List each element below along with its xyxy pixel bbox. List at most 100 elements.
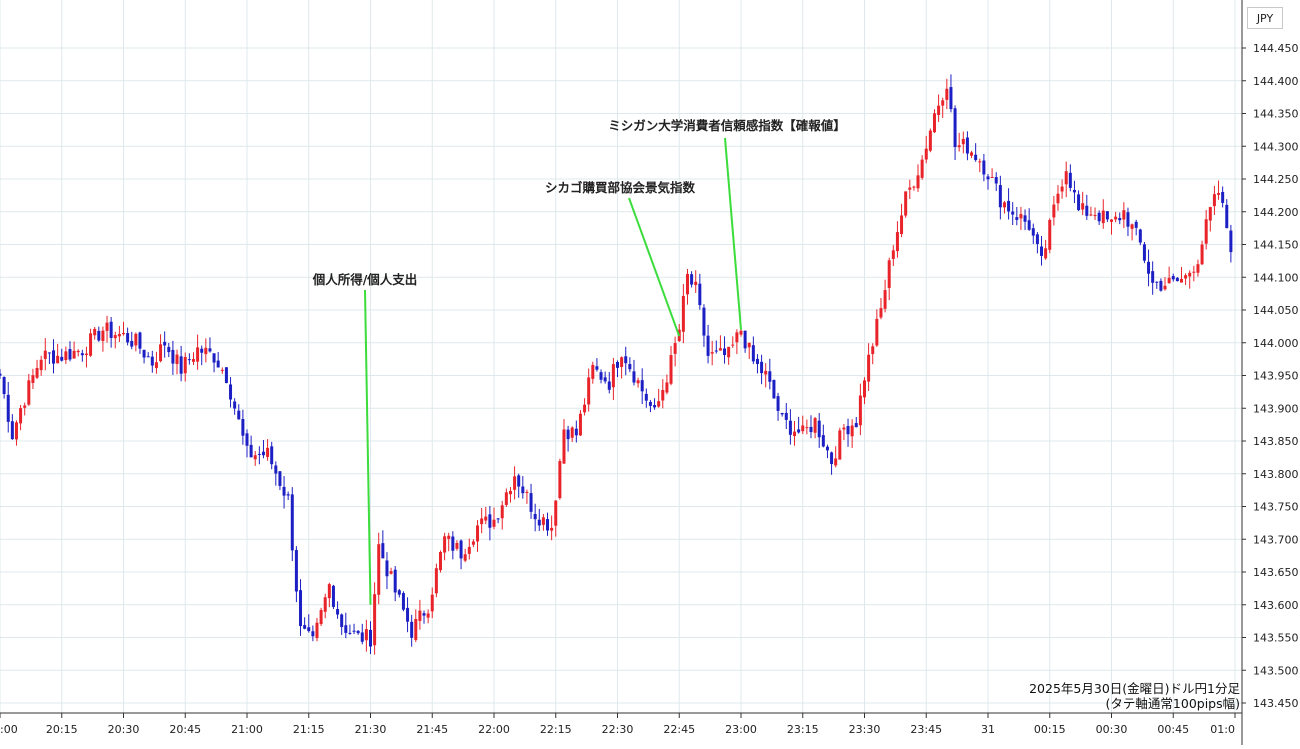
x-tick-label: 22:00 [478,723,510,736]
candle-body [867,354,871,382]
candle-body [1097,212,1101,222]
candle-body [27,380,31,405]
candle-body [455,543,459,549]
candle-body [998,185,1002,208]
y-tick-label: 143.650 [1253,566,1299,579]
candle-body [809,426,813,433]
candle-body [537,519,541,526]
candle-body [566,429,570,440]
candle-body [274,465,278,474]
candle-body [52,350,56,364]
candle-body [834,458,838,466]
candle-body [525,492,529,494]
candle-body [611,364,615,388]
candle-body [990,176,994,178]
x-tick-label: 21:45 [416,723,448,736]
x-tick-label: 21:00 [231,723,263,736]
candle-body [80,353,84,356]
candle-body [1089,214,1093,216]
candle-body [1056,193,1060,204]
candle-body [550,527,554,531]
candle-body [764,370,768,375]
candle-body [1027,220,1031,230]
candle-body [574,428,578,436]
candle-body [14,422,18,440]
candle-body [1200,244,1204,265]
candle-body [595,366,599,370]
candle-body [1044,248,1048,259]
candle-body [348,632,352,634]
candle-body [204,347,208,355]
candle-body [772,379,776,399]
candle-body [360,632,364,642]
candle-body [846,426,850,435]
candle-body [797,429,801,433]
candle-body [895,232,899,252]
candle-body [648,401,652,406]
candle-body [257,453,261,455]
y-tick-label: 144.100 [1253,271,1299,284]
candle-body [632,371,636,383]
candle-body [1081,203,1085,210]
x-tick-label: 22:15 [540,723,572,736]
candle-body [183,356,187,374]
candle-body [19,408,23,424]
candle-body [945,88,949,100]
candle-body [644,393,648,401]
candle-body [541,517,545,525]
currency-label[interactable]: JPY [1247,7,1283,29]
candle-body [842,427,846,430]
candle-body [229,384,233,400]
candle-body [159,344,163,362]
candle-body [718,348,722,351]
candle-body [1007,200,1011,212]
candle-body [278,471,282,486]
candle-body [904,191,908,216]
candle-body [171,349,175,364]
x-axis: :00 20:15 20:30 20:45 21:00 21:15 21:30 21:45 22… [0,713,1236,736]
candle-body [0,373,2,376]
x-tick-label: 22:45 [663,723,695,736]
candle-body [685,273,689,295]
candle-body [957,145,961,148]
candle-body [1110,219,1113,222]
candle-body [356,630,360,634]
candle-body [735,332,739,343]
x-tick-label: 00:15 [1034,723,1066,736]
annotation-label: 個人所得/個人支出 [312,272,418,287]
candle-body [875,318,879,346]
candle-body [331,585,335,607]
candle-body [533,513,537,520]
y-tick-label: 143.750 [1253,501,1299,514]
candle-body [373,594,377,646]
candle-body [760,361,764,374]
candle-body [1126,212,1130,227]
annotation-label: ミシガン大学消費者信頼感指数【確報値】 [608,118,846,133]
x-tick-label: 23:30 [849,723,881,736]
candle-body [93,328,97,336]
candle-body [723,348,727,356]
candle-body [1138,229,1142,243]
candle-body [500,505,504,519]
candle-body [286,494,290,496]
candle-body [1064,171,1068,185]
candle-body [854,423,858,428]
candle-body [690,274,694,285]
candle-body [1175,277,1179,282]
candle-body [932,113,936,133]
candle-body [249,444,253,458]
candle-body [1019,214,1023,219]
candle-body [167,346,171,353]
candle-body [476,525,480,542]
y-tick-label: 144.400 [1253,75,1299,88]
candle-body [1179,278,1183,283]
candle-body [208,348,212,352]
candle-body [307,627,311,632]
candle-body [191,359,195,362]
candle-body [1031,228,1035,236]
candle-body [60,356,64,361]
candle-body [39,359,43,371]
candle-body [130,340,134,347]
y-tick-label: 144.150 [1253,239,1299,252]
